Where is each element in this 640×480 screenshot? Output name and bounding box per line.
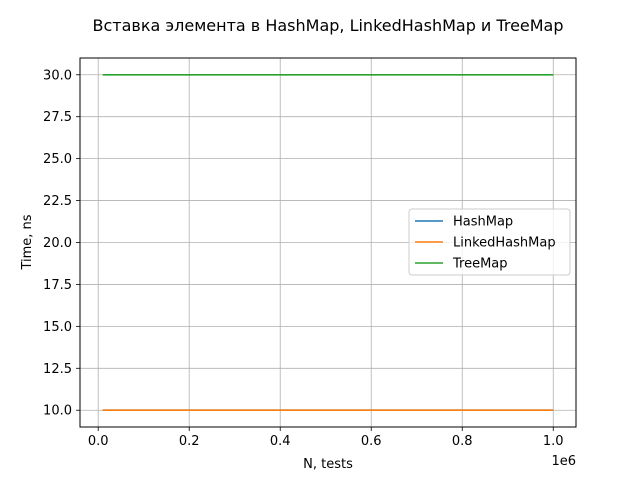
- x-tick-label: 0.0: [88, 434, 109, 449]
- x-tick-label: 0.2: [179, 434, 200, 449]
- x-tick-label: 1.0: [543, 434, 564, 449]
- y-tick-label: 17.5: [43, 278, 72, 293]
- y-tick-label: 12.5: [43, 362, 72, 377]
- chart-title: Вставка элемента в HashMap, LinkedHashMa…: [92, 16, 563, 35]
- y-tick-label: 22.5: [43, 194, 72, 209]
- series-lines: [102, 73, 554, 412]
- y-tick-label: 30.0: [43, 68, 72, 83]
- x-axis-label: N, tests: [303, 457, 353, 472]
- y-axis-label: Time, ns: [20, 214, 35, 270]
- x-tick-label: 0.4: [270, 434, 291, 449]
- x-tick-label: 0.6: [361, 434, 382, 449]
- x-tick-label: 0.8: [452, 434, 473, 449]
- legend-box: [408, 208, 571, 276]
- legend: HashMap LinkedHashMap TreeMap: [408, 208, 571, 276]
- x-axis-offset-label: 1e6: [551, 454, 576, 469]
- x-axis-ticks: 0.0 0.2 0.4 0.6 0.8 1.0: [88, 427, 564, 449]
- legend-label-hashmap: HashMap: [453, 215, 513, 230]
- legend-label-linkedhashmap: LinkedHashMap: [453, 236, 556, 251]
- legend-label-treemap: TreeMap: [452, 257, 508, 272]
- y-tick-label: 20.0: [43, 236, 72, 251]
- y-tick-label: 27.5: [43, 110, 72, 125]
- y-tick-label: 25.0: [43, 152, 72, 167]
- y-tick-label: 15.0: [43, 320, 72, 335]
- y-tick-label: 10.0: [43, 404, 72, 419]
- y-axis-ticks: 10.0 12.5 15.0 17.5 20.0 22.5 25.0 27.5 30.0: [43, 68, 80, 419]
